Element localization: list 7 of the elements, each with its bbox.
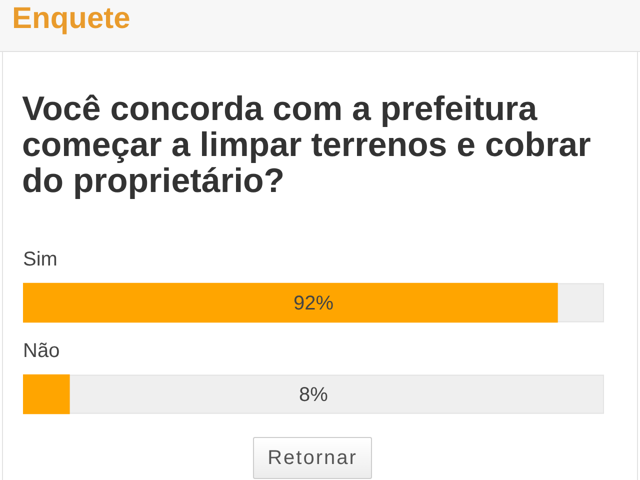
- chart-title: Enquete: [12, 2, 130, 35]
- chart-subtitle: Você concorda com a prefeitura começar a limpar terrenos e cobrar do proprietário?: [22, 90, 592, 200]
- data-label: 8%: [299, 384, 328, 406]
- text: Retornar: [253, 437, 372, 479]
- data-label: 92%: [293, 292, 334, 314]
- y-tick-label: Não: [23, 340, 60, 362]
- y-tick-label: Sim: [23, 248, 58, 270]
